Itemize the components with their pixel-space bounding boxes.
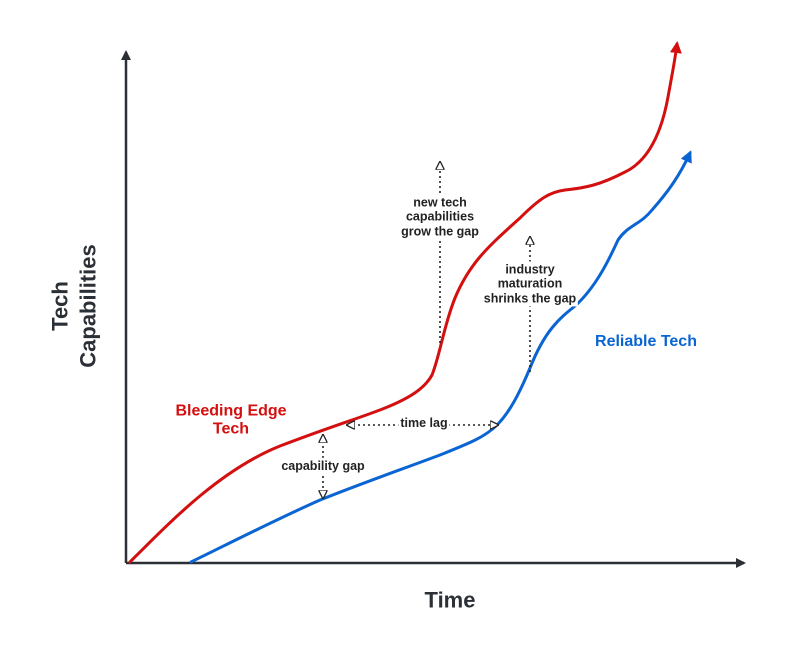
time-lag-label: time lag [398, 415, 450, 431]
industry-label-line-1: industry [505, 262, 555, 277]
bleeding-edge-label: Bleeding Edge Tech [175, 403, 286, 440]
reliable-tech-label: Reliable Tech [595, 332, 697, 350]
capability-gap-label: capability gap [279, 457, 367, 475]
new-tech-label-line-2: capabilities [405, 209, 475, 224]
industry-maturation-label: industry maturation shrinks the gap [481, 261, 579, 307]
bleeding-edge-curve [128, 41, 682, 564]
new-tech-label-line-1: new tech [413, 195, 467, 210]
bleeding-edge-label-line-1: Bleeding Edge [175, 402, 287, 420]
new-tech-label-line-3: grow the gap [401, 224, 479, 239]
y-axis-title-line-2: Capabilities [75, 244, 100, 368]
new-tech-label: new tech capabilities grow the gap [399, 194, 481, 240]
x-axis-title: Time [424, 587, 476, 613]
y-axis-title-line-1: Tech [47, 281, 73, 331]
y-axis-title: Tech Capabilities [47, 244, 102, 367]
industry-label-line-3: shrinks the gap [483, 291, 577, 306]
bleeding-edge-label-line-2: Tech [212, 421, 250, 438]
industry-label-line-2: maturation [497, 276, 563, 291]
